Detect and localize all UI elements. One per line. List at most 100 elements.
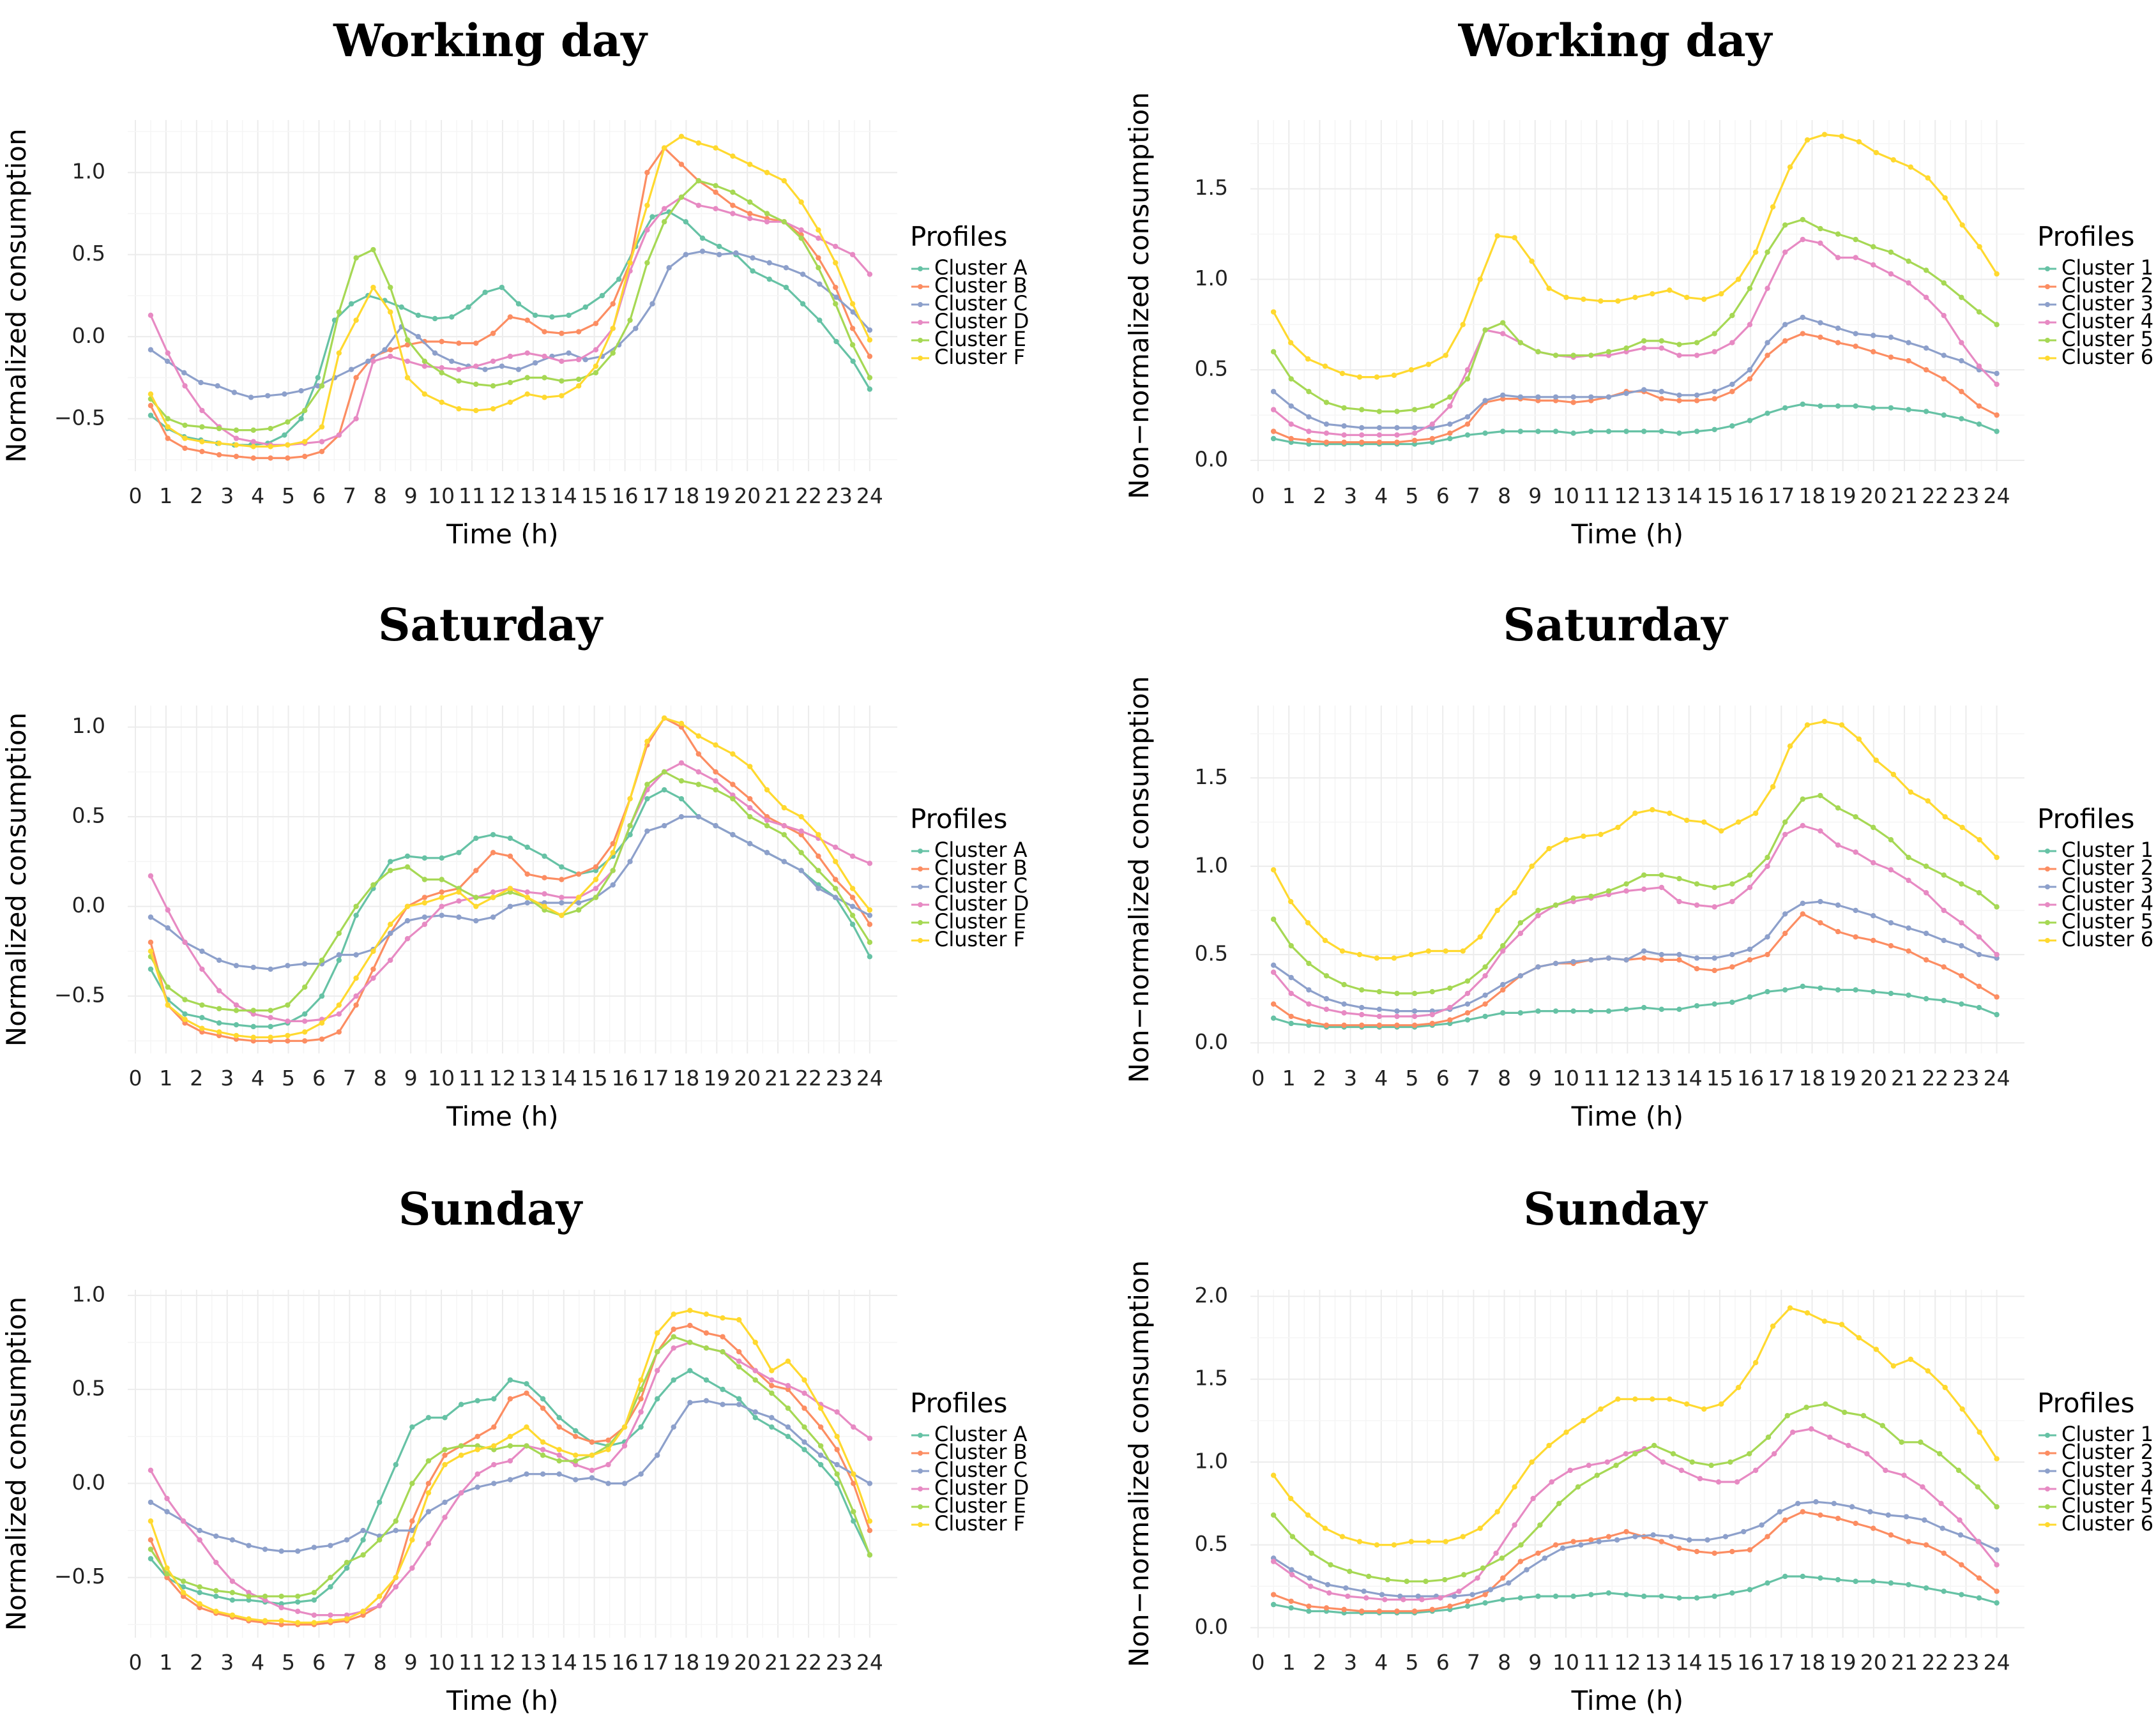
data-point (1270, 428, 1277, 434)
data-point (1994, 994, 2000, 1000)
data-point (1429, 1606, 1435, 1613)
data-point (666, 265, 672, 271)
data-point (524, 844, 530, 850)
data-point (1425, 948, 1432, 954)
data-point (265, 393, 271, 398)
data-point (1684, 817, 1690, 824)
data-point (817, 1405, 824, 1411)
data-point (1376, 1022, 1383, 1028)
data-point (1729, 381, 1735, 388)
legend-item-cluster-c: Cluster C (934, 873, 1028, 898)
data-point (752, 1340, 758, 1345)
data-point (1447, 435, 1453, 442)
x-tick-label: 8 (1498, 1650, 1511, 1675)
chart-panel-3: Saturday−0.50.00.51.00 1 2 3 4 5 6 7 8 9 10 11 12 13 1… (1, 598, 1029, 1132)
data-point (1270, 349, 1277, 355)
data-point (148, 873, 154, 879)
data-point (490, 850, 496, 856)
x-tick-label: 18 (1798, 1066, 1825, 1091)
data-point (1623, 428, 1629, 434)
data-point (1535, 349, 1541, 355)
data-point (1365, 1573, 1372, 1580)
data-point (661, 823, 667, 829)
data-point (1782, 249, 1788, 255)
data-point (1694, 392, 1700, 398)
data-point (1464, 978, 1471, 984)
data-point (1942, 195, 1948, 201)
data-point (1747, 957, 1753, 963)
data-point (1888, 1532, 1894, 1538)
data-point (1888, 335, 1894, 340)
x-tick-label: 2 (190, 1066, 203, 1091)
data-point (1676, 342, 1682, 347)
series-cluster-2 (1270, 1509, 2000, 1614)
legend-item-cluster-6: Cluster 6 (2061, 927, 2153, 951)
data-point (627, 832, 633, 838)
data-point (638, 1386, 644, 1393)
x-tick-label: 12 (489, 483, 516, 508)
data-point (1959, 943, 1964, 949)
data-point (671, 1326, 677, 1333)
data-point (1835, 1576, 1841, 1583)
data-point (425, 1481, 432, 1486)
data-point (1464, 414, 1471, 420)
legend-item-cluster-5: Cluster 5 (2061, 1493, 2153, 1518)
series-line (149, 1324, 871, 1626)
data-point (867, 861, 873, 866)
data-point (1411, 1022, 1418, 1028)
series-cluster-f (148, 133, 873, 449)
y-tick-label: −0.5 (54, 405, 105, 430)
data-point (524, 900, 530, 906)
data-point (1270, 969, 1277, 975)
data-point (1782, 322, 1788, 328)
data-point (1871, 244, 1876, 250)
data-point (1480, 1565, 1486, 1571)
data-point (1765, 934, 1770, 940)
series-line (149, 717, 871, 1042)
data-point (1719, 828, 1724, 834)
data-point (1623, 345, 1629, 351)
data-point (1839, 133, 1845, 139)
data-point (713, 778, 718, 784)
data-point (1659, 957, 1665, 963)
x-tick-label: 21 (1891, 483, 1918, 508)
data-point (605, 1437, 611, 1443)
data-point (229, 1578, 236, 1584)
data-point (233, 1008, 239, 1013)
data-point (833, 844, 839, 850)
data-point (1746, 1451, 1752, 1457)
data-point (833, 886, 839, 891)
data-point (524, 871, 530, 877)
data-point (1394, 1022, 1400, 1028)
data-point (439, 370, 444, 375)
data-point (1552, 394, 1559, 400)
data-point (661, 145, 667, 151)
data-point (575, 376, 582, 382)
data-point (542, 891, 547, 897)
series-cluster-b (148, 715, 873, 1044)
data-point (1306, 414, 1312, 420)
data-point (661, 219, 667, 225)
data-point (164, 1495, 170, 1502)
data-point (1632, 810, 1638, 816)
x-tick-label: 7 (343, 1650, 356, 1675)
data-point (449, 358, 455, 365)
x-tick-label: 21 (1891, 1650, 1918, 1675)
data-point (1391, 955, 1397, 961)
data-point (1976, 421, 1982, 427)
data-point (199, 424, 205, 430)
data-point (336, 952, 342, 958)
data-point (720, 1386, 725, 1393)
series-line (1272, 1306, 1998, 1546)
data-point (1976, 1004, 1982, 1011)
data-point (1957, 1532, 1964, 1538)
legend-item-cluster-b: Cluster B (934, 856, 1028, 880)
x-tick-label: 5 (1406, 1066, 1419, 1091)
data-point (1676, 1006, 1682, 1013)
data-point (851, 1481, 856, 1486)
data-point (1800, 314, 1805, 321)
data-point (233, 435, 239, 441)
data-point (1376, 432, 1383, 438)
data-point (1871, 860, 1876, 866)
data-point (1442, 1576, 1448, 1583)
